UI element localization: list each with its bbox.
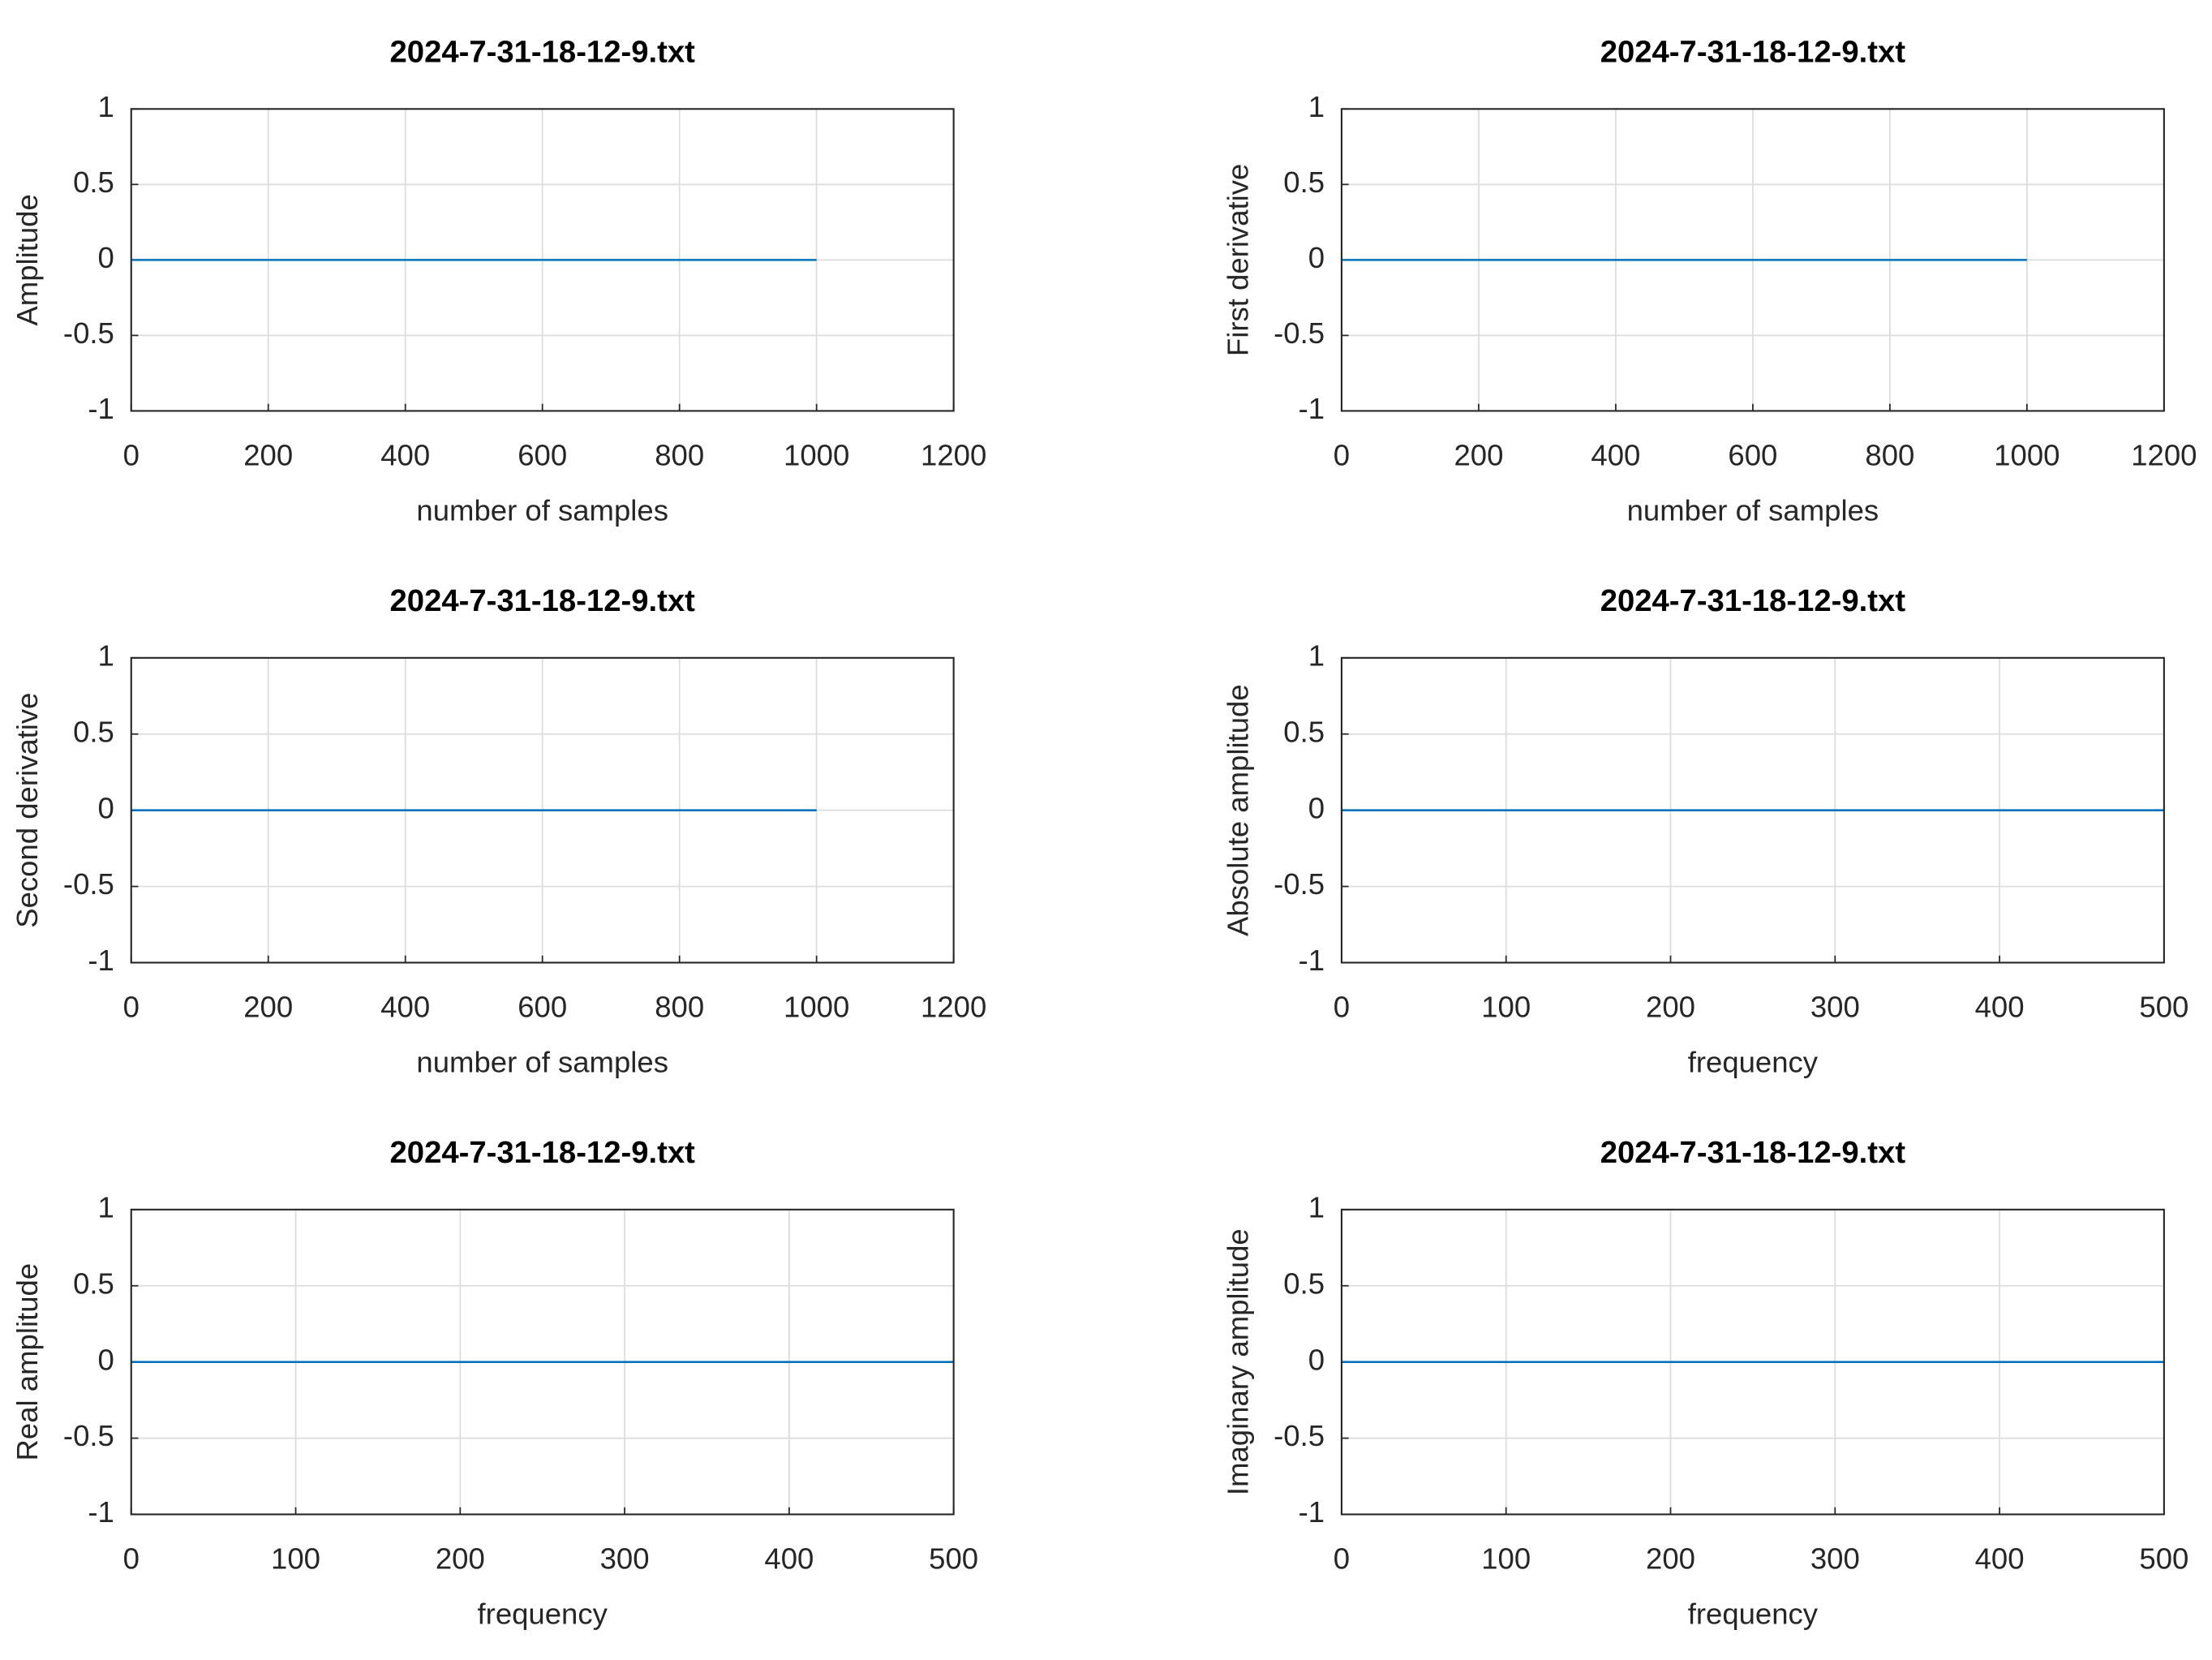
x-tick-label: 1200 <box>921 439 986 472</box>
x-tick-label: 500 <box>2139 991 2188 1024</box>
x-tick-label: 1200 <box>921 991 986 1024</box>
y-tick-label: -0.5 <box>1274 316 1325 350</box>
y-tick-label: 0.5 <box>73 166 114 199</box>
x-tick-label: 0 <box>1334 1542 1350 1576</box>
y-tick-label: 0 <box>1308 241 1325 274</box>
y-tick-label: 1 <box>98 90 114 123</box>
y-axis-label: Imaginary amplitude <box>1221 1228 1254 1495</box>
x-axis-label: frequency <box>478 1597 608 1630</box>
y-axis-label: Second derivative <box>11 693 44 928</box>
y-axis-label: Amplitude <box>11 194 44 325</box>
y-tick-label: -0.5 <box>63 1419 114 1452</box>
y-axis-label: Absolute amplitude <box>1221 684 1254 936</box>
x-axis-label: frequency <box>1688 1045 1819 1078</box>
y-tick-label: 0 <box>1308 1343 1325 1376</box>
x-tick-label: 0 <box>1334 439 1350 472</box>
y-tick-label: 0 <box>1308 791 1325 824</box>
x-tick-label: 800 <box>1865 439 1914 472</box>
y-tick-label: 0 <box>98 791 114 824</box>
y-tick-label: 0.5 <box>73 715 114 748</box>
y-tick-label: -1 <box>88 392 114 425</box>
x-tick-label: 400 <box>1591 439 1640 472</box>
plot-frame <box>130 108 955 412</box>
x-tick-label: 300 <box>600 1542 650 1576</box>
y-tick-label: -0.5 <box>63 316 114 350</box>
y-tick-label: -1 <box>1299 1495 1325 1529</box>
plot-frame <box>1340 108 2165 412</box>
x-tick-label: 300 <box>1810 991 1860 1024</box>
y-tick-label: -1 <box>88 1495 114 1529</box>
y-tick-label: 0 <box>98 241 114 274</box>
x-tick-label: 100 <box>1481 1542 1531 1576</box>
y-tick-label: 0.5 <box>1283 1267 1325 1300</box>
y-tick-label: 0.5 <box>73 1267 114 1300</box>
x-tick-label: 600 <box>518 991 567 1024</box>
y-tick-label: 1 <box>1308 90 1325 123</box>
x-axis-label: frequency <box>1688 1597 1819 1630</box>
x-tick-label: 500 <box>929 1542 978 1576</box>
x-tick-label: 100 <box>1481 991 1531 1024</box>
chart-title: 2024-7-31-18-12-9.txt <box>390 583 696 618</box>
x-axis-label: number of samples <box>416 493 668 527</box>
chart-title: 2024-7-31-18-12-9.txt <box>390 35 696 70</box>
y-axis-label: Real amplitude <box>11 1263 44 1461</box>
x-tick-label: 0 <box>123 1542 140 1576</box>
chart-title: 2024-7-31-18-12-9.txt <box>1600 35 1906 70</box>
x-tick-label: 1000 <box>784 439 849 472</box>
x-tick-label: 100 <box>271 1542 320 1576</box>
y-tick-label: -0.5 <box>1274 1419 1325 1452</box>
y-tick-label: 0.5 <box>1283 715 1325 748</box>
y-tick-label: -1 <box>88 944 114 977</box>
plot-frame <box>130 1208 955 1516</box>
x-axis-label: number of samples <box>1627 493 1879 527</box>
x-tick-label: 400 <box>1975 991 2025 1024</box>
x-tick-label: 200 <box>1454 439 1503 472</box>
x-tick-label: 1200 <box>2131 439 2197 472</box>
plot-frame <box>1340 656 2165 964</box>
x-tick-label: 200 <box>243 439 293 472</box>
x-tick-label: 800 <box>655 991 704 1024</box>
x-tick-label: 200 <box>243 991 293 1024</box>
x-tick-label: 200 <box>1646 1542 1695 1576</box>
y-tick-label: 1 <box>98 1190 114 1223</box>
x-tick-label: 0 <box>123 439 140 472</box>
x-tick-label: 300 <box>1810 1542 1860 1576</box>
x-tick-label: 400 <box>380 439 430 472</box>
y-tick-label: 1 <box>1308 1190 1325 1223</box>
x-tick-label: 0 <box>1334 991 1350 1024</box>
x-tick-label: 1000 <box>1994 439 2060 472</box>
y-tick-label: 0.5 <box>1283 166 1325 199</box>
y-tick-label: -0.5 <box>63 867 114 901</box>
x-tick-label: 600 <box>1728 439 1777 472</box>
y-tick-label: 1 <box>98 639 114 672</box>
chart-title: 2024-7-31-18-12-9.txt <box>1600 1135 1906 1170</box>
x-tick-label: 400 <box>1975 1542 2025 1576</box>
plot-frame <box>1340 1208 2165 1516</box>
plot-frame <box>130 656 955 964</box>
x-tick-label: 800 <box>655 439 704 472</box>
x-tick-label: 400 <box>764 1542 814 1576</box>
x-tick-label: 400 <box>380 991 430 1024</box>
x-tick-label: 1000 <box>784 991 849 1024</box>
y-tick-label: 0 <box>98 1343 114 1376</box>
y-tick-label: 1 <box>1308 639 1325 672</box>
x-tick-label: 600 <box>518 439 567 472</box>
y-tick-label: -0.5 <box>1274 867 1325 901</box>
y-tick-label: -1 <box>1299 944 1325 977</box>
x-tick-label: 200 <box>436 1542 485 1576</box>
chart-title: 2024-7-31-18-12-9.txt <box>1600 583 1906 618</box>
chart-title: 2024-7-31-18-12-9.txt <box>390 1135 696 1170</box>
y-axis-label: First derivative <box>1221 164 1254 356</box>
x-tick-label: 200 <box>1646 991 1695 1024</box>
x-axis-label: number of samples <box>416 1045 668 1078</box>
x-tick-label: 0 <box>123 991 140 1024</box>
x-tick-label: 500 <box>2139 1542 2188 1576</box>
y-tick-label: -1 <box>1299 392 1325 425</box>
